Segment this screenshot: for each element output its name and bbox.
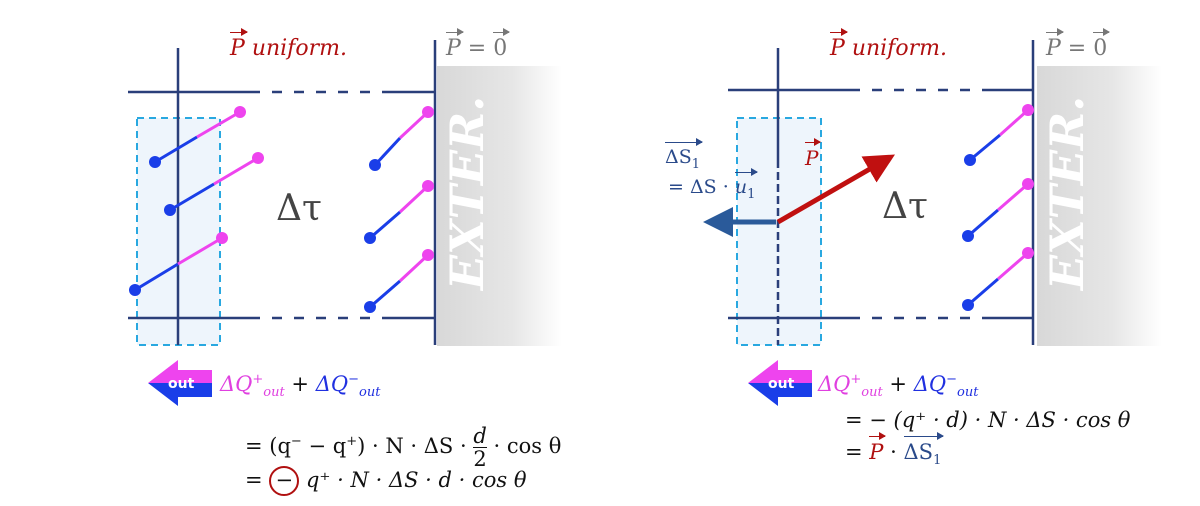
surface-vector-definition: = ΔS · u1: [668, 168, 758, 202]
equation-line-2: = − q⁺ · N · ΔS · d · cos θ: [245, 466, 526, 496]
left-panel: [128, 40, 562, 406]
dipole: [149, 106, 246, 168]
negative-sign-highlight: −: [269, 466, 300, 496]
equation-line-1: = − (q⁺ · d) · N · ΔS · cos θ: [845, 408, 1131, 432]
exterior-label: EXTER.: [440, 95, 494, 290]
dipole: [369, 106, 434, 171]
polarization-arrow-label: P: [805, 138, 823, 170]
frame: [128, 40, 437, 345]
dipoles: [962, 104, 1034, 311]
exterior-region: [1037, 66, 1162, 346]
frame: [728, 40, 1035, 345]
out-badge: out: [168, 376, 195, 392]
equation-line-2: = P · ΔS1: [845, 431, 945, 469]
out-badge: out: [768, 376, 795, 392]
volume-label: Δτ: [276, 188, 322, 229]
out-arrow-icon: [748, 360, 812, 406]
right-panel: [703, 40, 1162, 406]
charge-sum: ΔQ+out + ΔQ−out: [818, 372, 979, 401]
exterior-label: EXTER.: [1040, 95, 1094, 290]
polarization-uniform-label: P uniform.: [830, 28, 947, 61]
out-arrow-icon: [148, 360, 212, 406]
dipoles: [129, 106, 434, 313]
exterior-zero-label: P = 0: [1046, 28, 1111, 61]
exterior-zero-label: P = 0: [446, 28, 511, 61]
dipole: [364, 180, 434, 244]
exterior-region: [437, 66, 562, 346]
dipole: [364, 249, 434, 313]
dipole: [964, 104, 1034, 166]
volume-label: Δτ: [882, 186, 928, 227]
dipole: [164, 152, 264, 216]
dipole: [962, 247, 1034, 311]
surface-vector-label: ΔS1: [665, 138, 704, 172]
dipole: [129, 232, 228, 296]
charge-sum: ΔQ+out + ΔQ−out: [220, 372, 381, 401]
polarization-arrow: [776, 154, 895, 225]
polarization-uniform-label: P uniform.: [230, 28, 347, 61]
dipole: [962, 178, 1034, 242]
